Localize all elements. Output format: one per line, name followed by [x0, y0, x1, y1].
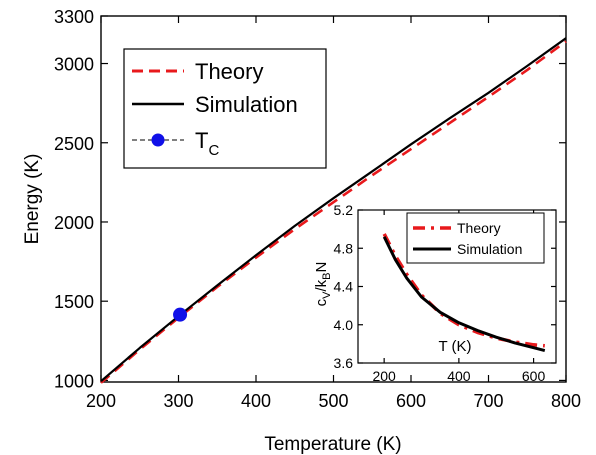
- main-x-tick-label: 700: [473, 391, 503, 411]
- inset-legend-box: [406, 212, 545, 264]
- inset-y-tick-label: 4.8: [334, 240, 354, 256]
- inset-x-tick-label: 200: [372, 368, 396, 384]
- main-x-axis-label: Temperature (K): [264, 434, 401, 455]
- inset-theory-line: [382, 233, 545, 348]
- main-x-tick-label: 500: [318, 391, 348, 411]
- inset-x-tick-label: 600: [522, 368, 546, 384]
- legend-tc-marker: [151, 133, 165, 147]
- main-x-tick-label: 200: [86, 391, 116, 411]
- main-series-group: [100, 37, 567, 384]
- main-legend: Theory Simulation TC: [123, 48, 327, 169]
- main-chart: 200 300 400 500 600 700 800 1000 1500 2000 2500 30…: [22, 7, 581, 455]
- inset-y-label-n: N: [313, 262, 330, 273]
- main-x-tick-label: 600: [396, 391, 426, 411]
- inset-y-tick-label: 4.0: [334, 317, 354, 333]
- inset-y-tick-labels: 3.6 4.0 4.4 4.8 5.2: [334, 202, 354, 371]
- main-y-axis-label: Energy (K): [22, 154, 43, 245]
- main-y-tick-labels: 1000 1500 2000 2500 3000 3300: [54, 7, 94, 391]
- inset-y-label-sub-v: V: [321, 291, 333, 299]
- inset-y-tick-label: 3.6: [334, 355, 354, 371]
- main-x-tick-label: 400: [241, 391, 271, 411]
- main-x-tick-labels: 200 300 400 500 600 700 800: [86, 391, 581, 411]
- inset-y-label-sub-b: B: [321, 272, 333, 279]
- main-y-tick-label: 1500: [54, 292, 94, 312]
- inset-y-axis-label: cV/kBN: [313, 262, 333, 307]
- legend-tc-label-sub: C: [208, 142, 219, 159]
- main-y-tick-label: 3000: [54, 55, 94, 75]
- inset-y-tick-label: 5.2: [334, 202, 354, 218]
- inset-x-axis-label: T (K): [438, 338, 471, 355]
- inset-legend-simulation-label: Simulation: [457, 241, 522, 257]
- inset-legend: Theory Simulation: [406, 212, 545, 264]
- main-y-tick-label: 1000: [54, 371, 94, 391]
- legend-theory-label: Theory: [195, 59, 263, 84]
- inset-simulation-line: [382, 236, 546, 353]
- inset-y-tick-label: 4.4: [334, 279, 354, 295]
- main-x-tick-label: 300: [163, 391, 193, 411]
- main-x-tick-label: 800: [551, 391, 581, 411]
- inset-y-label-c: c: [313, 298, 330, 306]
- inset-x-tick-label: 400: [447, 368, 471, 384]
- inset-legend-theory-label: Theory: [457, 220, 501, 236]
- main-y-tick-label: 3300: [54, 7, 94, 27]
- main-t-marker: [173, 307, 188, 322]
- main-legend-box: [123, 48, 327, 169]
- inset-series-group: [382, 233, 546, 353]
- legend-tc-label: TC: [195, 128, 219, 159]
- legend-simulation-label: Simulation: [195, 92, 298, 117]
- inset-y-label-kb: /k: [313, 279, 330, 291]
- main-axis-ticks: [100, 15, 567, 382]
- main-theory-line: [100, 40, 567, 384]
- legend-tc-label-main: T: [195, 128, 208, 153]
- inset-x-tick-labels: 200 400 600: [372, 368, 545, 384]
- inset-chart: 200 400 600 3.6 4.0 4.4 4.8 5.2 T (K) cV/kBN T…: [313, 202, 557, 384]
- main-y-tick-label: 2000: [54, 213, 94, 233]
- main-y-tick-label: 2500: [54, 134, 94, 154]
